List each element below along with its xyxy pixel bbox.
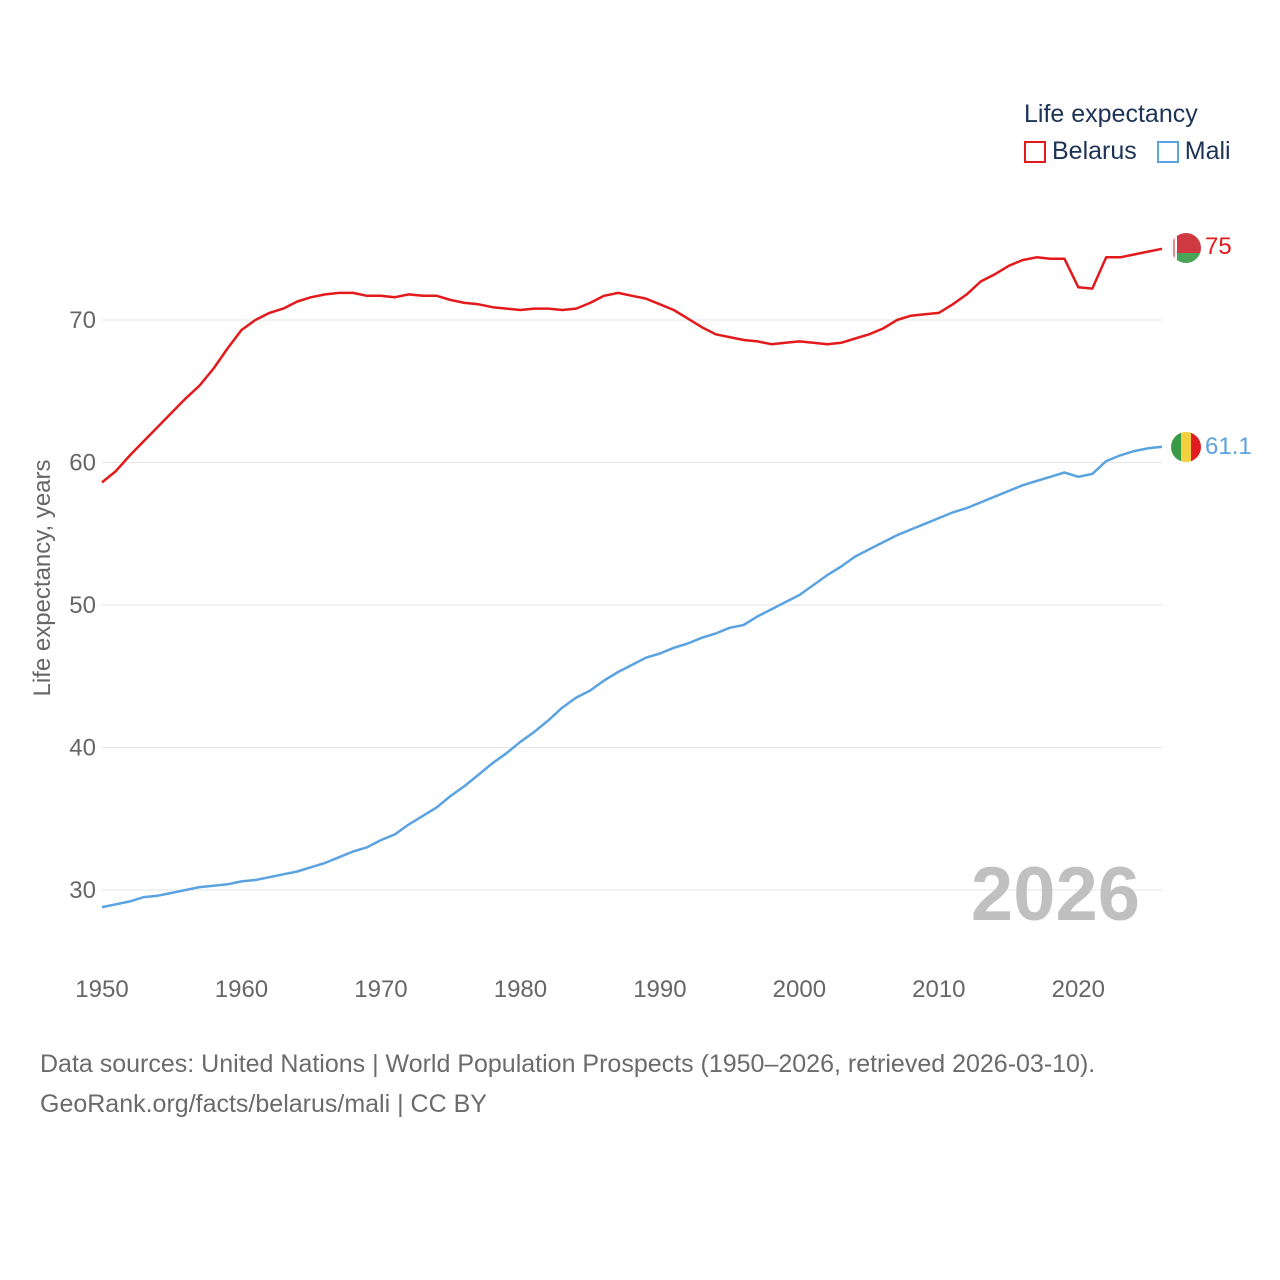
data-source: Data sources: United Nations | World Pop… <box>40 1044 1095 1124</box>
x-tick-label: 2010 <box>912 976 965 1003</box>
y-tick-label: 60 <box>69 450 96 477</box>
source-line-2[interactable]: GeoRank.org/facts/belarus/mali | CC BY <box>40 1090 487 1118</box>
y-tick-label: 50 <box>69 592 96 619</box>
year-label: 2026 <box>971 852 1140 937</box>
x-tick-label: 1970 <box>354 976 407 1003</box>
belarus-flag-icon <box>1171 233 1201 263</box>
x-tick-label: 1990 <box>633 976 686 1003</box>
x-tick-label: 2000 <box>773 976 826 1003</box>
legend-label-belarus: Belarus <box>1052 137 1137 165</box>
series-line-belarus[interactable] <box>101 247 1163 484</box>
legend: Life expectancy Belarus Mali <box>1024 100 1231 166</box>
x-tick-label: 1980 <box>494 976 547 1003</box>
legend-title: Life expectancy <box>1024 100 1198 128</box>
legend-label-mali: Mali <box>1184 137 1231 165</box>
y-tick-label: 30 <box>69 877 96 904</box>
y-axis-label: Life expectancy, years <box>29 459 56 696</box>
legend-swatch-mali <box>1156 140 1179 163</box>
mali-flag-icon <box>1171 432 1201 462</box>
series-line-mali[interactable] <box>101 445 1163 909</box>
x-tick-label: 1960 <box>215 976 268 1003</box>
x-tick-label: 1950 <box>75 976 128 1003</box>
x-tick-label: 2020 <box>1052 976 1105 1003</box>
legend-item-belarus[interactable]: Belarus <box>1024 137 1137 166</box>
line-chart: 30 40 50 60 70 1950 1960 1970 1980 1990 2000 2010 2… <box>29 233 1252 1003</box>
belarus-end-label: 75 <box>1205 233 1232 260</box>
legend-swatch-belarus <box>1024 140 1046 163</box>
source-line-1: Data sources: United Nations | World Pop… <box>40 1050 1096 1078</box>
mali-end-label: 61.1 <box>1205 433 1252 460</box>
y-tick-label: 40 <box>69 735 96 762</box>
legend-item-mali[interactable]: Mali <box>1156 137 1231 166</box>
y-tick-label: 70 <box>69 307 96 334</box>
